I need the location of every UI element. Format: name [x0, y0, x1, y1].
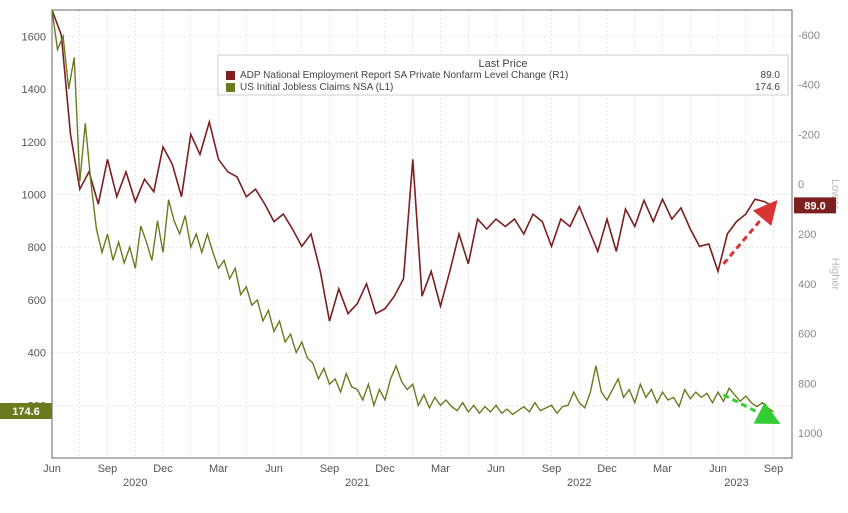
right-tick-label: -600	[798, 30, 820, 42]
legend-swatch	[226, 71, 235, 80]
legend-label: ADP National Employment Report SA Privat…	[240, 70, 568, 81]
x-month-label: Mar	[653, 463, 672, 475]
chart-svg: 200 400 600 800 1000 1200 1400 1600 -600 -400 -200…	[0, 0, 848, 513]
badge-adp-value: 89.0	[804, 200, 825, 212]
right-tick-label: 1000	[798, 428, 822, 440]
left-tick-label: 1600	[22, 31, 46, 43]
right-tick-label: -400	[798, 80, 820, 92]
right-side-label-higher: Higher	[829, 258, 841, 291]
left-tick-label: 1400	[22, 84, 46, 96]
x-month-label: Jun	[43, 463, 61, 475]
right-tick-label: 400	[798, 279, 816, 291]
x-year-label: 2020	[123, 477, 147, 489]
x-month-label: Sep	[542, 463, 562, 475]
right-tick-label: 0	[798, 179, 804, 191]
right-tick-label: 200	[798, 229, 816, 241]
x-month-label: Sep	[764, 463, 784, 475]
x-year-label: 2022	[567, 477, 591, 489]
x-month-label: Jun	[265, 463, 283, 475]
x-month-label: Dec	[153, 463, 173, 475]
x-year-label: 2023	[724, 477, 748, 489]
chart-container: 200 400 600 800 1000 1200 1400 1600 -600 -400 -200…	[0, 0, 848, 513]
right-tick-label: 800	[798, 378, 816, 390]
x-month-label: Dec	[375, 463, 395, 475]
legend-swatch	[226, 83, 235, 92]
legend-value: 89.0	[761, 70, 781, 81]
x-month-label: Mar	[431, 463, 450, 475]
left-tick-label: 600	[28, 295, 46, 307]
left-tick-label: 1000	[22, 189, 46, 201]
legend-value: 174.6	[755, 82, 780, 93]
legend-label: US Initial Jobless Claims NSA (L1)	[240, 82, 393, 93]
x-month-label: Jun	[709, 463, 727, 475]
x-year-label: 2021	[345, 477, 369, 489]
x-month-label: Sep	[98, 463, 118, 475]
left-tick-label: 800	[28, 242, 46, 254]
x-month-label: Jun	[487, 463, 505, 475]
left-tick-label: 1200	[22, 137, 46, 149]
x-month-label: Mar	[209, 463, 228, 475]
badge-jobless-value: 174.6	[12, 406, 40, 418]
left-tick-label: 400	[28, 348, 46, 360]
right-tick-label: -200	[798, 129, 820, 141]
x-month-label: Dec	[597, 463, 617, 475]
x-month-label: Sep	[320, 463, 340, 475]
legend-title: Last Price	[479, 58, 528, 70]
right-tick-label: 600	[798, 329, 816, 341]
